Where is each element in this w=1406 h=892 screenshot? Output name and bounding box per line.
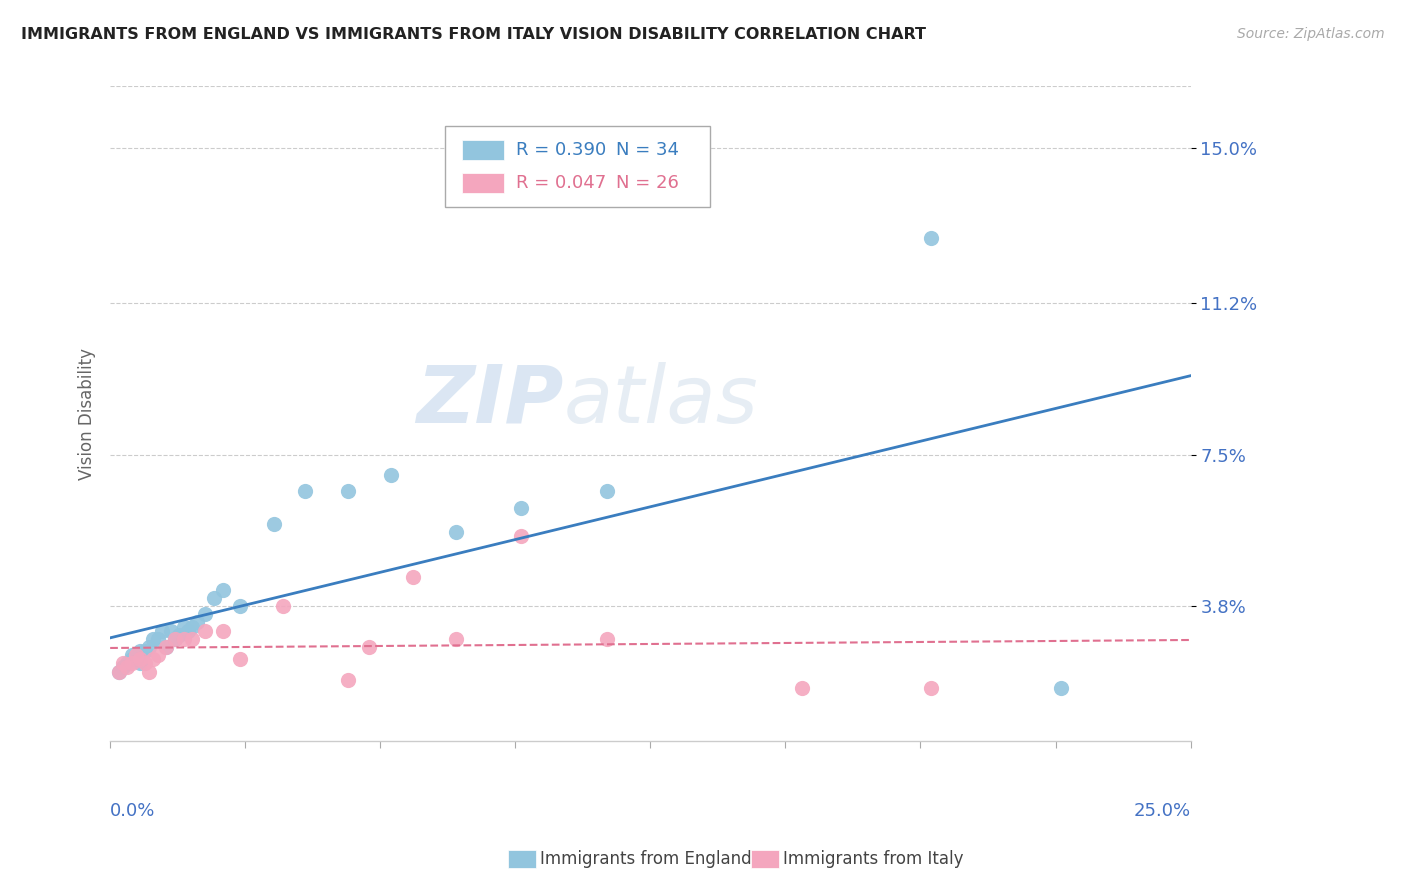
Text: Immigrants from Italy: Immigrants from Italy	[783, 850, 963, 868]
Text: Source: ZipAtlas.com: Source: ZipAtlas.com	[1237, 27, 1385, 41]
Point	[336, 484, 359, 499]
Point	[229, 652, 252, 666]
Point	[169, 628, 191, 642]
Point	[181, 632, 204, 646]
Text: N = 34: N = 34	[616, 141, 679, 159]
Text: atlas: atlas	[564, 361, 759, 440]
Y-axis label: Vision Disability: Vision Disability	[79, 348, 96, 480]
Point	[211, 624, 233, 638]
Point	[194, 607, 217, 622]
Point	[596, 484, 619, 499]
Point	[129, 652, 152, 666]
Point	[146, 648, 169, 662]
Point	[129, 644, 152, 658]
Point	[211, 582, 233, 597]
Point	[509, 529, 531, 543]
Point	[112, 657, 135, 671]
Text: IMMIGRANTS FROM ENGLAND VS IMMIGRANTS FROM ITALY VISION DISABILITY CORRELATION C: IMMIGRANTS FROM ENGLAND VS IMMIGRANTS FR…	[21, 27, 927, 42]
Point	[173, 619, 195, 633]
Point	[121, 652, 143, 666]
Point	[177, 624, 200, 638]
Text: R = 0.047: R = 0.047	[516, 174, 606, 192]
Point	[790, 681, 813, 695]
Point	[129, 657, 152, 671]
Point	[117, 657, 139, 671]
Point	[271, 599, 294, 613]
Text: 25.0%: 25.0%	[1133, 803, 1191, 821]
FancyBboxPatch shape	[463, 140, 503, 160]
Point	[173, 632, 195, 646]
Point	[121, 648, 143, 662]
Point	[155, 640, 177, 654]
Point	[107, 665, 129, 679]
Point	[920, 231, 942, 245]
Point	[294, 484, 316, 499]
Point	[336, 673, 359, 687]
Point	[596, 632, 619, 646]
Text: N = 26: N = 26	[616, 174, 679, 192]
Point	[380, 468, 402, 483]
Point	[138, 665, 160, 679]
Point	[444, 525, 467, 540]
Point	[194, 624, 217, 638]
Point	[263, 517, 285, 532]
FancyBboxPatch shape	[446, 126, 710, 208]
Point	[1050, 681, 1073, 695]
Point	[138, 640, 160, 654]
Point	[163, 632, 186, 646]
Point	[444, 632, 467, 646]
Point	[142, 652, 165, 666]
Point	[117, 660, 139, 674]
Point	[107, 665, 129, 679]
FancyBboxPatch shape	[463, 173, 503, 193]
Point	[125, 648, 148, 662]
Point	[142, 632, 165, 646]
Point	[509, 500, 531, 515]
Point	[121, 657, 143, 671]
Point	[181, 619, 204, 633]
Point	[125, 652, 148, 666]
Point	[163, 632, 186, 646]
Point	[229, 599, 252, 613]
Point	[920, 681, 942, 695]
Point	[134, 644, 156, 658]
Point	[146, 632, 169, 646]
Point	[359, 640, 381, 654]
Point	[402, 570, 425, 584]
Point	[186, 615, 208, 630]
Point	[134, 657, 156, 671]
Text: 0.0%: 0.0%	[110, 803, 156, 821]
Point	[202, 591, 225, 605]
Text: Immigrants from England: Immigrants from England	[540, 850, 752, 868]
Point	[159, 624, 181, 638]
Point	[150, 624, 173, 638]
Point	[155, 640, 177, 654]
Text: R = 0.390: R = 0.390	[516, 141, 606, 159]
Text: ZIP: ZIP	[416, 361, 564, 440]
Point	[112, 660, 135, 674]
